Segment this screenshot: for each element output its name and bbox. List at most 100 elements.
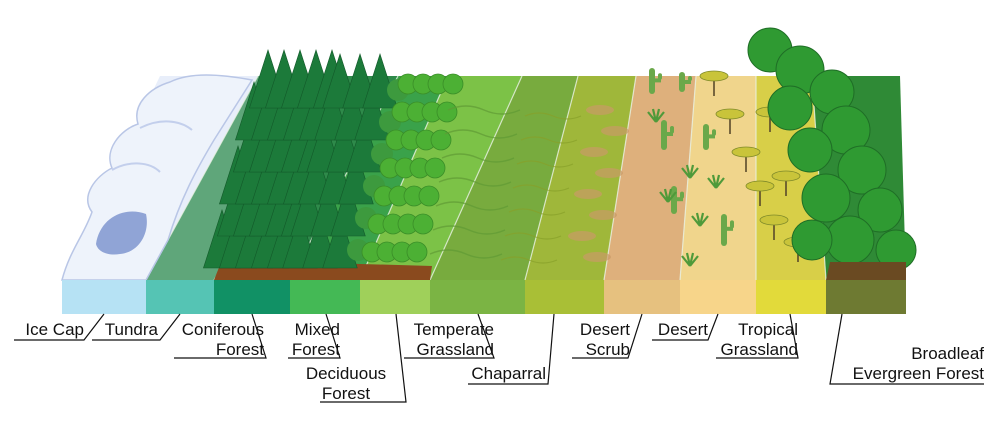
cactus <box>661 120 667 150</box>
deciduous-tree-crown <box>424 157 446 179</box>
cactus-arm <box>658 73 662 80</box>
label-tundra: Tundra <box>104 320 158 339</box>
color-key-band <box>62 280 906 314</box>
deciduous-tree-crown <box>442 73 464 95</box>
broadleaf-tree-crown <box>825 215 875 265</box>
label-desert: Desert <box>657 320 708 339</box>
deciduous-tree-crown <box>412 213 434 235</box>
cactus-arm <box>655 78 661 83</box>
label-mixed-forest: Mixed Forest <box>291 320 340 359</box>
band-desert <box>680 280 756 314</box>
acacia-crown <box>759 214 789 226</box>
label-ice-cap: Ice Cap <box>25 320 84 339</box>
leader-tundra <box>92 313 181 341</box>
band-tundra <box>146 280 214 314</box>
chaparral-wave <box>520 136 578 144</box>
deciduous-tree-crown <box>430 129 452 151</box>
band-temperate-grassland <box>430 280 525 314</box>
scrub-patch <box>601 126 629 136</box>
broadleaf-tree-crown <box>791 219 833 261</box>
broadleaf-tree-crown <box>767 85 813 131</box>
band-ice-cap <box>62 280 146 314</box>
acacia-crown <box>731 146 761 158</box>
agave <box>691 212 709 227</box>
chaparral-wave <box>524 112 582 120</box>
band-desert-scrub <box>604 280 680 314</box>
cactus-arm <box>709 134 715 139</box>
cactus-arm <box>730 220 734 229</box>
band-broadleaf-evergreen-forest <box>826 280 906 314</box>
deciduous-tree-crown <box>406 241 428 263</box>
leader-coniferous-forest <box>174 313 267 359</box>
broadleaf-tree-crown <box>801 173 851 223</box>
grass-wave <box>429 249 503 259</box>
grass-wave <box>441 153 515 163</box>
snow-ridge <box>139 120 193 131</box>
label-broadleaf-evergreen-forest: Broadleaf Evergreen Forest <box>852 344 984 383</box>
snow-ridge <box>111 162 161 173</box>
band-coniferous-forest <box>214 280 290 314</box>
chaparral-wave <box>516 160 574 168</box>
cactus <box>703 124 709 150</box>
label-desert-scrub: Desert Scrub <box>579 320 630 359</box>
grass-wave <box>447 105 521 115</box>
leader-tropical-grassland <box>716 313 799 359</box>
cactus-arm <box>670 126 674 134</box>
cactus <box>671 186 677 214</box>
broadleaf-tree-crown <box>857 187 903 233</box>
label-deciduous-forest: Deciduous Forest <box>305 364 387 403</box>
agave <box>707 174 725 189</box>
leader-desert <box>652 313 719 341</box>
agave <box>659 188 677 203</box>
leader-lines <box>14 313 984 403</box>
cactus-arm <box>688 76 692 81</box>
chaparral-wave <box>512 184 570 192</box>
band-deciduous-forest <box>360 280 430 314</box>
strip-divider <box>524 75 579 281</box>
agave <box>647 108 665 123</box>
band-chaparral <box>525 280 604 314</box>
label-temperate-grassland: Temperate Grassland <box>413 320 494 359</box>
strip-divider <box>603 75 637 281</box>
label-coniferous-forest: Coniferous Forest <box>181 320 264 359</box>
ice-crevasse <box>96 211 147 255</box>
deciduous-tree-crown <box>436 101 458 123</box>
broadleaf-tree-crown <box>787 127 833 173</box>
chaparral-wave <box>504 232 562 240</box>
broadleaf-tree-crown <box>837 145 887 195</box>
leader-broadleaf-evergreen-forest <box>829 313 984 385</box>
chaparral-wave <box>508 208 566 216</box>
deciduous-tree-crown <box>418 185 440 207</box>
agave <box>681 164 699 179</box>
scrub-patch <box>595 168 623 178</box>
cactus-arm <box>727 226 733 231</box>
scrub-patch <box>574 189 602 199</box>
cactus-arm <box>685 80 691 84</box>
acacia-crown <box>699 70 729 82</box>
chaparral-wave <box>500 256 558 264</box>
leader-temperate-grassland <box>404 313 495 359</box>
broadleaf-soil <box>826 262 906 280</box>
acacia-crown <box>715 108 745 120</box>
scrub-patch <box>589 210 617 220</box>
scrub-patch <box>586 105 614 115</box>
agave <box>681 252 699 267</box>
acacia-crown <box>771 170 801 182</box>
cactus-arm <box>667 132 673 136</box>
grass-wave <box>444 129 518 139</box>
leader-chaparral <box>468 313 555 385</box>
grass-wave <box>432 225 506 235</box>
band-tropical-grassland <box>756 280 826 314</box>
strip-divider <box>679 75 697 281</box>
cactus-arm <box>680 191 684 199</box>
label-chaparral: Chaparral <box>471 364 546 383</box>
label-tropical-grassland: Tropical Grassland <box>720 320 798 359</box>
cactus <box>649 68 655 94</box>
vegetation-layer <box>61 27 917 281</box>
leader-deciduous-forest <box>320 313 407 403</box>
band-mixed-forest <box>290 280 360 314</box>
scrub-patch <box>568 231 596 241</box>
leader-desert-scrub <box>572 313 643 359</box>
